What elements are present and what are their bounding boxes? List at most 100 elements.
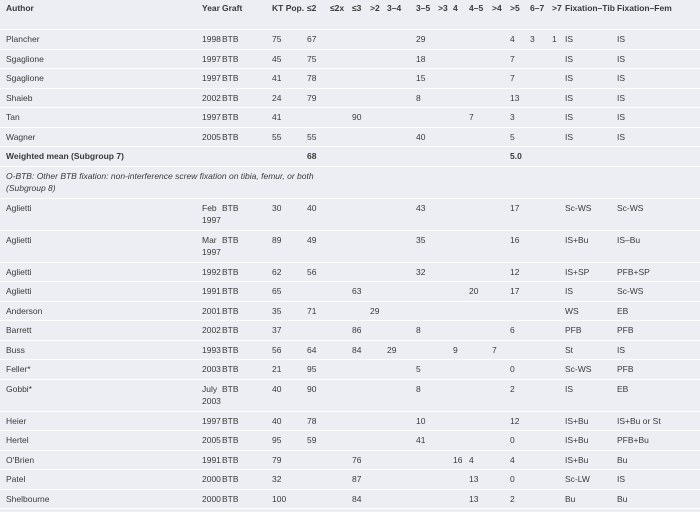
table-cell: 100	[272, 493, 287, 504]
table-cell: Aglietti	[6, 234, 32, 245]
table-cell	[530, 88, 552, 108]
table-cell: EB	[617, 383, 629, 394]
table-cell: 7	[510, 73, 515, 83]
table-cell	[469, 127, 492, 147]
table-cell	[370, 282, 387, 302]
table-cell	[352, 88, 370, 108]
table-cell: 5.0	[510, 151, 522, 161]
column-header: 3–4	[387, 3, 402, 13]
table-row: Sgaglione 1997 BTB 41 78 15 7 IS IS	[0, 69, 700, 89]
table-cell: 59	[307, 435, 317, 445]
table-cell	[530, 450, 552, 470]
table-cell	[453, 198, 469, 230]
table-cell: IS	[565, 286, 574, 296]
table-cell	[438, 69, 453, 89]
table-cell	[530, 108, 552, 128]
table-row: Plancher 1998 BTB 75 67 29 4 3 1 IS IS	[0, 30, 700, 50]
table-cell: 7	[510, 53, 515, 64]
table-cell	[453, 127, 469, 147]
table-cell: IS–Bu	[617, 234, 641, 245]
column-header: >3	[438, 3, 448, 13]
table-cell	[469, 411, 492, 431]
table-cell	[387, 127, 416, 147]
table-cell	[387, 321, 416, 341]
table-cell	[469, 69, 492, 89]
table-cell	[438, 262, 453, 282]
table-cell	[552, 282, 565, 302]
table-cell: Sc-WS	[617, 286, 644, 296]
table-cell: 95	[307, 364, 317, 374]
table-cell: BTB	[222, 435, 239, 445]
table-cell	[552, 49, 565, 69]
table-cell: IS+Bu	[565, 234, 589, 245]
table-cell: 79	[307, 92, 317, 103]
table-cell	[492, 198, 510, 230]
table-cell: 1993	[202, 344, 221, 355]
table-cell: 71	[307, 305, 317, 316]
table-cell	[416, 470, 438, 490]
table-cell	[438, 489, 453, 509]
table-cell: IS	[565, 383, 574, 394]
table-cell: 90	[307, 383, 317, 394]
table-cell	[469, 431, 492, 451]
table-cell: 40	[307, 202, 317, 213]
table-row: Aglietti 1991 BTB 65 63 20 17 IS Sc-WS	[0, 282, 700, 302]
table-cell	[530, 49, 552, 69]
table-cell	[453, 282, 469, 302]
table-cell: IS	[617, 73, 626, 83]
table-cell: 3	[510, 112, 515, 122]
table-cell	[552, 489, 565, 509]
table-cell	[387, 450, 416, 470]
table-cell	[438, 360, 453, 380]
table-cell: 4	[510, 454, 515, 465]
table-cell	[416, 301, 438, 321]
table-cell: Aglietti	[6, 286, 32, 296]
table-cell: 1997	[202, 415, 221, 426]
table-cell: 68	[307, 151, 317, 161]
table-row: Hertel 2005 BTB 95 59 41 0 IS+Bu PFB+Bu	[0, 431, 700, 451]
table-cell	[330, 49, 352, 69]
table-cell: 79	[272, 454, 282, 465]
table-cell	[416, 108, 438, 128]
table-cell: Bu	[617, 493, 628, 504]
table-cell: 1	[552, 34, 557, 44]
table-cell	[438, 147, 453, 167]
table-cell	[530, 470, 552, 490]
column-header: ≤3	[352, 3, 362, 13]
table-cell	[492, 30, 510, 50]
table-cell	[438, 49, 453, 69]
table-cell	[530, 431, 552, 451]
table-cell: 86	[352, 325, 362, 335]
table-cell: 12	[510, 266, 520, 277]
table-cell: 17	[510, 286, 520, 296]
table-cell: Weighted mean (Subgroup 7)	[6, 151, 124, 161]
table-cell: 4	[469, 454, 474, 465]
table-cell	[492, 360, 510, 380]
table-cell	[453, 108, 469, 128]
table-cell	[370, 431, 387, 451]
table-cell	[370, 340, 387, 360]
table-cell: 1991	[202, 286, 221, 296]
table-cell: 35	[272, 305, 282, 316]
table-cell: Wagner	[6, 131, 36, 142]
table-cell	[552, 450, 565, 470]
table-cell	[492, 470, 510, 490]
table-cell	[469, 301, 492, 321]
table-cell: 1997	[202, 112, 221, 122]
table-cell: BTB	[222, 364, 239, 374]
table-cell	[370, 30, 387, 50]
table-cell	[370, 379, 387, 411]
table-cell: 65	[272, 286, 282, 296]
table-cell: 41	[272, 73, 282, 83]
table-cell	[438, 108, 453, 128]
table-cell	[453, 88, 469, 108]
table-cell	[492, 262, 510, 282]
table-cell	[370, 88, 387, 108]
table-cell: 49	[307, 234, 317, 245]
table-cell: 0	[510, 435, 515, 445]
table-cell: 84	[352, 344, 362, 355]
table-cell: Mar 1997	[202, 234, 221, 258]
table-cell: Tan	[6, 112, 20, 122]
